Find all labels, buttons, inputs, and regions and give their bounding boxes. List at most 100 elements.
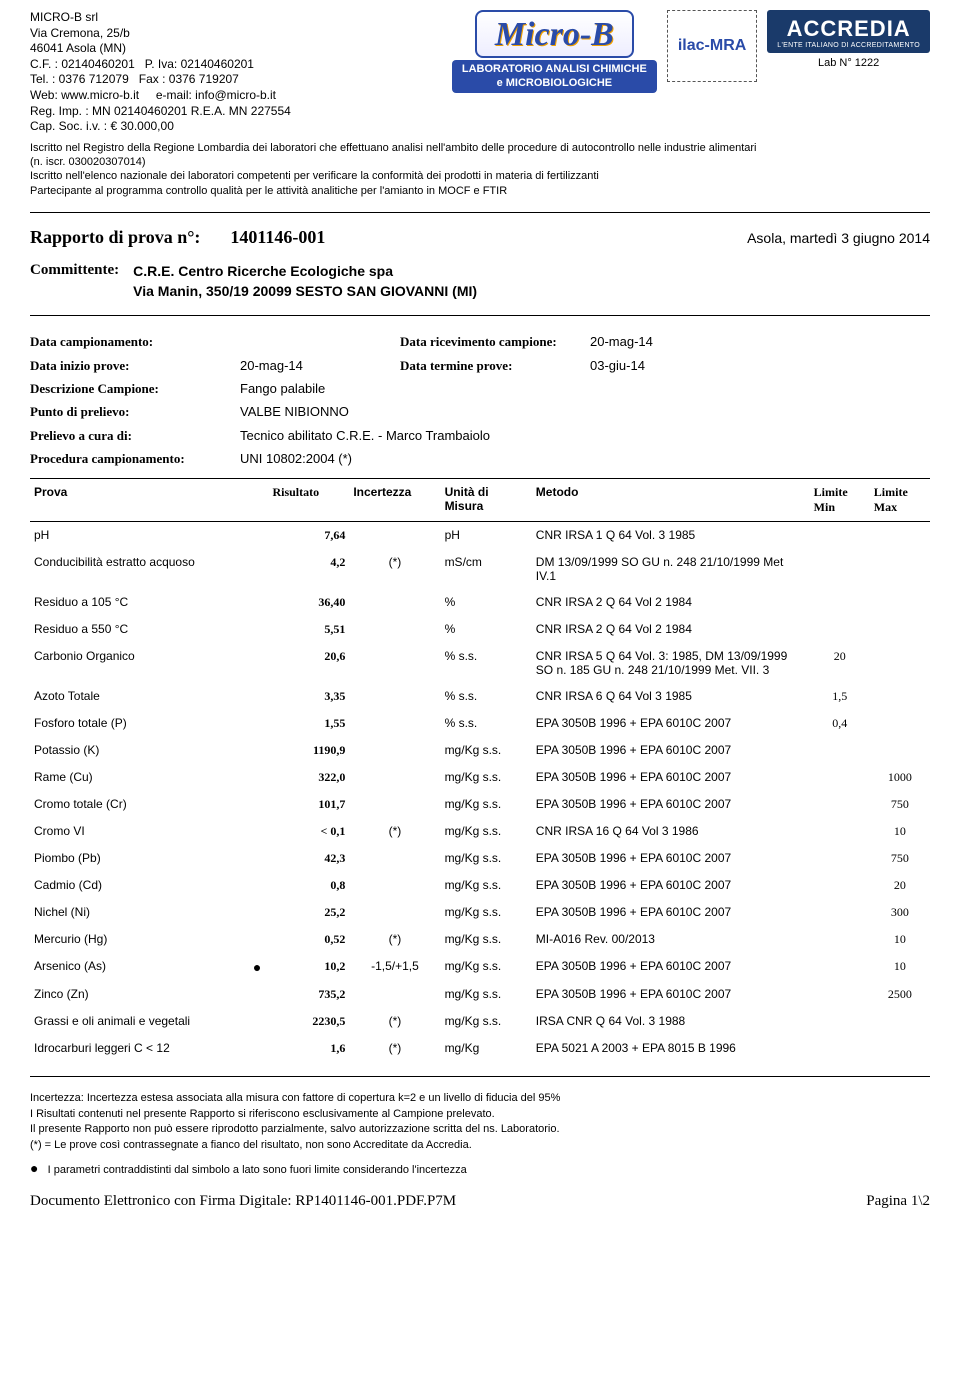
cell-incertezza: (*) [349,1008,440,1035]
divider [30,315,930,316]
company-city: 46041 Asola (MN) [30,41,452,57]
cell-risultato: 3,35 [268,683,349,710]
data-ricev-label: Data ricevimento campione: [400,330,590,353]
cell-incertezza [349,522,440,550]
cell-mark [246,710,269,737]
table-row: Cromo VI< 0,1(*)mg/Kg s.s.CNR IRSA 16 Q … [30,818,930,845]
cell-prova: pH [30,522,246,550]
cell-unita: % s.s. [441,683,532,710]
company-fax: Fax : 0376 719207 [139,72,239,86]
table-row: Rame (Cu)322,0mg/Kg s.s.EPA 3050B 1996 +… [30,764,930,791]
data-inizio-value: 20-mag-14 [240,354,360,377]
cell-risultato: < 0,1 [268,818,349,845]
cell-unita: mg/Kg s.s. [441,818,532,845]
cell-unita: mg/Kg [441,1035,532,1062]
cell-prova: Carbonio Organico [30,643,246,683]
cell-min [810,549,870,589]
th-prova: Prova [30,479,246,522]
cell-incertezza [349,737,440,764]
cell-min: 1,5 [810,683,870,710]
cell-metodo: EPA 3050B 1996 + EPA 6010C 2007 [532,737,810,764]
cell-incertezza [349,845,440,872]
cell-metodo: EPA 3050B 1996 + EPA 6010C 2007 [532,764,810,791]
cell-mark: ● [246,953,269,981]
table-row: Fosforo totale (P)1,55% s.s.EPA 3050B 19… [30,710,930,737]
note-risultati: I Risultati contenuti nel presente Rappo… [30,1107,930,1122]
cell-metodo: CNR IRSA 2 Q 64 Vol 2 1984 [532,589,810,616]
cell-incertezza: (*) [349,926,440,953]
company-email: e-mail: info@micro-b.it [156,88,276,102]
cell-max: 10 [870,926,930,953]
logo-micro-b: Micro-B LABORATORIO ANALISI CHIMICHE e M… [452,10,657,93]
cell-metodo: EPA 3050B 1996 + EPA 6010C 2007 [532,981,810,1008]
report-date: Asola, martedì 3 giugno 2014 [747,230,930,246]
cell-unita: mS/cm [441,549,532,589]
prelievo-label: Prelievo a cura di: [30,424,240,447]
cell-unita: mg/Kg s.s. [441,899,532,926]
cell-mark [246,818,269,845]
note-asterisk: (*) = Le prove così contrassegnate a fia… [30,1138,930,1153]
cell-min [810,953,870,981]
table-row: Piombo (Pb)42,3mg/Kg s.s.EPA 3050B 1996 … [30,845,930,872]
cell-prova: Arsenico (As) [30,953,246,981]
cell-risultato: 0,8 [268,872,349,899]
cell-prova: Grassi e oli animali e vegetali [30,1008,246,1035]
cell-prova: Azoto Totale [30,683,246,710]
footer-doc: Documento Elettronico con Firma Digitale… [30,1193,456,1210]
note-bullet: I parametri contraddistinti dal simbolo … [48,1164,467,1176]
punto-value: VALBE NIBIONNO [240,400,349,423]
cell-mark [246,926,269,953]
company-street: Via Cremona, 25/b [30,26,452,42]
cell-metodo: EPA 3050B 1996 + EPA 6010C 2007 [532,872,810,899]
table-row: Azoto Totale3,35% s.s.CNR IRSA 6 Q 64 Vo… [30,683,930,710]
data-ricev-value: 20-mag-14 [590,330,653,353]
company-info: MICRO-B srl Via Cremona, 25/b 46041 Asol… [30,10,452,135]
table-row: Zinco (Zn)735,2mg/Kg s.s.EPA 3050B 1996 … [30,981,930,1008]
cell-min [810,764,870,791]
punto-label: Punto di prelievo: [30,400,240,423]
th-risultato: Risultato [268,479,349,522]
cell-metodo: EPA 3050B 1996 + EPA 6010C 2007 [532,845,810,872]
cell-unita: % [441,616,532,643]
cell-incertezza [349,981,440,1008]
cell-max: 750 [870,791,930,818]
cell-max [870,549,930,589]
table-row: Arsenico (As)●10,2-1,5/+1,5mg/Kg s.s.EPA… [30,953,930,981]
cell-incertezza [349,589,440,616]
bullet-icon: ● [30,1160,38,1176]
cell-mark [246,764,269,791]
cell-max [870,643,930,683]
th-incertezza: Incertezza [349,479,440,522]
cell-risultato: 20,6 [268,643,349,683]
cell-unita: mg/Kg s.s. [441,764,532,791]
results-table: Prova Risultato Incertezza Unità di Misu… [30,478,930,1062]
cell-mark [246,589,269,616]
cell-risultato: 1,6 [268,1035,349,1062]
cell-risultato: 1,55 [268,710,349,737]
cell-unita: mg/Kg s.s. [441,926,532,953]
cell-unita: % s.s. [441,710,532,737]
cell-prova: Idrocarburi leggeri C < 12 [30,1035,246,1062]
cell-incertezza [349,616,440,643]
cell-metodo: DM 13/09/1999 SO GU n. 248 21/10/1999 Me… [532,549,810,589]
cell-min [810,791,870,818]
cell-mark [246,549,269,589]
cell-min [810,872,870,899]
report-title-row: Rapporto di prova n°: 1401146-001 Asola,… [30,227,930,248]
table-row: Residuo a 105 °C36,40%CNR IRSA 2 Q 64 Vo… [30,589,930,616]
cell-unita: mg/Kg s.s. [441,872,532,899]
cell-risultato: 735,2 [268,981,349,1008]
cell-max [870,737,930,764]
cell-prova: Residuo a 550 °C [30,616,246,643]
cell-risultato: 0,52 [268,926,349,953]
cell-incertezza: -1,5/+1,5 [349,953,440,981]
cell-incertezza: (*) [349,818,440,845]
cell-risultato: 5,51 [268,616,349,643]
table-row: Mercurio (Hg)0,52(*)mg/Kg s.s.MI-A016 Re… [30,926,930,953]
cell-mark [246,522,269,550]
cell-metodo: MI-A016 Rev. 00/2013 [532,926,810,953]
cell-risultato: 2230,5 [268,1008,349,1035]
footer: Documento Elettronico con Firma Digitale… [30,1193,930,1210]
cell-unita: mg/Kg s.s. [441,737,532,764]
cell-mark [246,899,269,926]
